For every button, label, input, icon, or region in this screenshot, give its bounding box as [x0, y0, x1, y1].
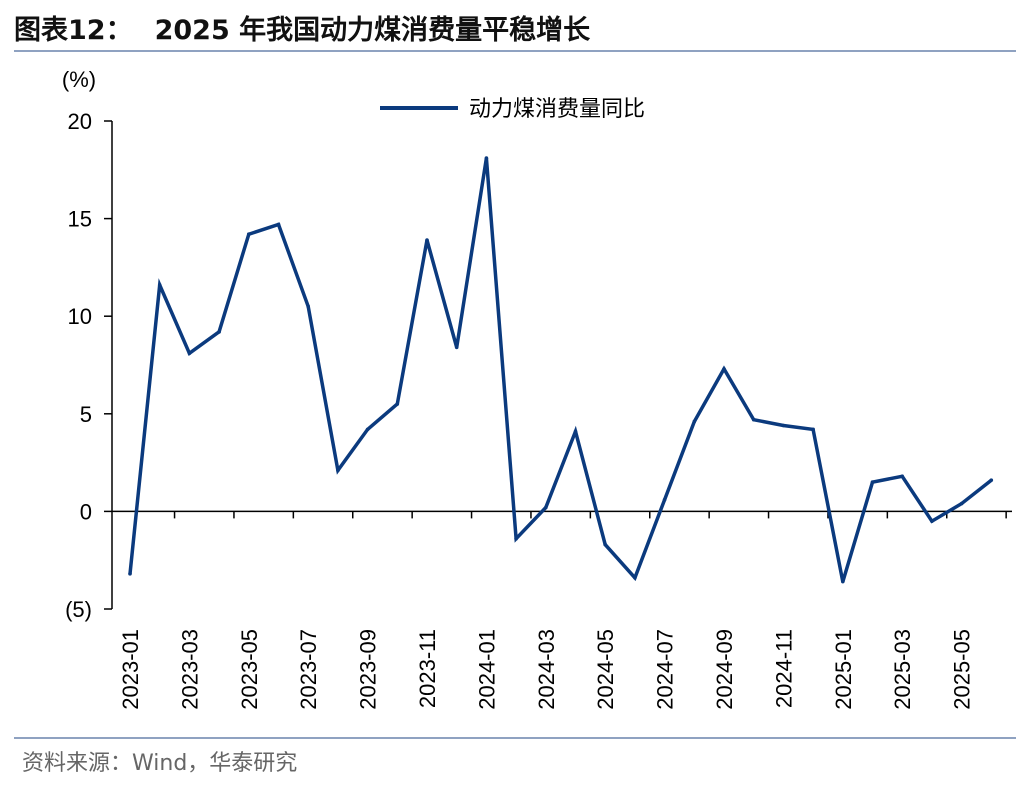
- data-point: [722, 367, 726, 371]
- x-tick-label: 2023-11: [415, 629, 440, 708]
- x-tick-label: 2024-05: [593, 629, 618, 710]
- data-point: [395, 402, 400, 406]
- data-point: [306, 304, 311, 309]
- data-point: [781, 423, 786, 428]
- x-tick-label: 2024-03: [534, 629, 559, 710]
- data-point: [187, 351, 192, 356]
- data-point: [811, 427, 815, 432]
- chart-title: 2025 年我国动力煤消费量平稳增长: [154, 15, 591, 46]
- data-point: [425, 238, 429, 242]
- data-point: [989, 478, 994, 482]
- legend-label: 动力煤消费量同比: [469, 97, 645, 122]
- x-tick-label: 2023-07: [296, 629, 321, 710]
- x-tick-label: 2025-01: [831, 629, 856, 710]
- y-axis-unit-label: (%): [62, 67, 96, 92]
- source-note: 资料来源：Wind，华泰研究: [22, 751, 298, 776]
- y-tick-label: 20: [68, 109, 92, 134]
- figure-label: 图表12：: [14, 15, 133, 46]
- footer-divider: [14, 737, 1016, 739]
- data-point: [514, 536, 518, 541]
- data-point: [751, 417, 756, 422]
- data-point: [662, 497, 667, 502]
- data-point: [633, 575, 637, 580]
- axes: (5) 0 5 10 15 20 2023-01 2023-03 2023-05 2023-07 2…: [65, 109, 1012, 710]
- data-point: [930, 519, 934, 523]
- x-tick-label: 2024-07: [653, 629, 678, 710]
- data-point: [247, 232, 251, 237]
- y-tick-label: 15: [68, 207, 92, 232]
- x-tick-label: 2024-01: [474, 629, 499, 710]
- x-tick-label: 2024-09: [712, 629, 737, 710]
- legend: 动力煤消费量同比: [380, 97, 645, 122]
- data-point: [276, 222, 281, 227]
- x-tick-label: 2023-01: [118, 629, 143, 710]
- x-tick-label: 2024-11: [771, 629, 796, 708]
- x-tick-label: 2025-03: [890, 629, 915, 710]
- data-point: [870, 480, 875, 484]
- y-tick-label: 5: [80, 402, 92, 427]
- data-point: [157, 283, 162, 287]
- x-tick-label: 2023-05: [237, 629, 262, 710]
- x-tick-label: 2023-09: [356, 629, 381, 710]
- title-row: 图表12： 2025 年我国动力煤消费量平稳增长: [14, 12, 1018, 50]
- data-point: [900, 474, 904, 479]
- data-point: [484, 156, 489, 160]
- series-group: [128, 156, 994, 584]
- x-tick-label: 2023-03: [177, 629, 202, 710]
- data-point: [573, 429, 578, 434]
- data-point: [959, 501, 964, 506]
- y-tick-label: (5): [65, 597, 92, 622]
- data-point: [603, 542, 607, 547]
- data-point: [841, 579, 845, 584]
- y-tick-label: 0: [80, 499, 92, 524]
- y-tick-label: 10: [68, 304, 92, 329]
- data-point: [544, 505, 548, 510]
- data-point: [217, 330, 221, 334]
- series-line: [128, 157, 993, 583]
- data-point: [128, 572, 132, 576]
- x-tick-label: 2025-05: [950, 629, 975, 710]
- data-point: [454, 345, 459, 350]
- data-point: [365, 427, 370, 432]
- title-divider: [14, 50, 1016, 52]
- data-point: [336, 468, 340, 473]
- data-point: [692, 419, 697, 424]
